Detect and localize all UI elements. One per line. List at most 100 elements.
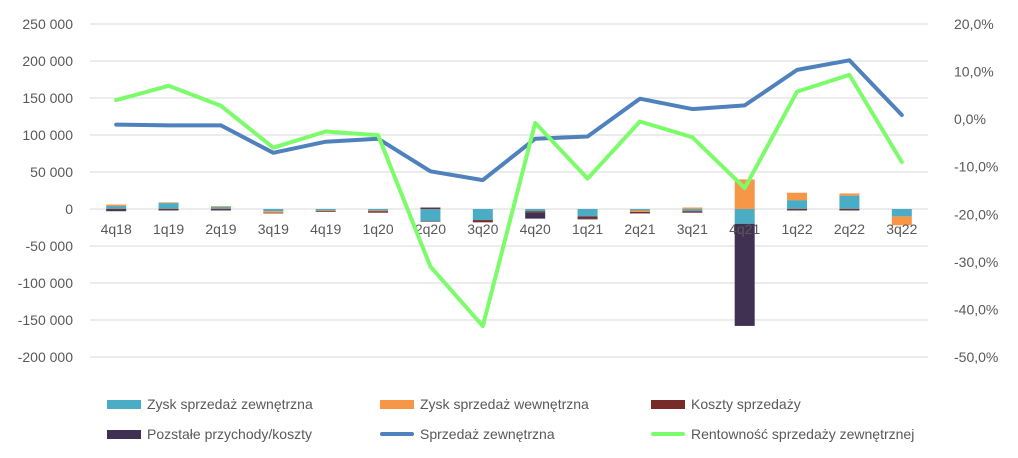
legend-label: Pozstałe przychody/koszty: [147, 426, 312, 442]
x-tick-label: 2q20: [415, 221, 446, 237]
bar-segment: [525, 212, 546, 219]
bar-segment: [158, 203, 179, 209]
x-tick-label: 4q21: [729, 221, 760, 237]
bar-segment: [210, 206, 231, 209]
bar-segment: [682, 209, 703, 212]
bar-segment: [682, 211, 703, 213]
series-line: [114, 72, 904, 329]
legend-label: Rentowność sprzedaży zewnętrznej: [691, 426, 915, 442]
x-tick-label: 2q19: [205, 221, 236, 237]
bar-segment: [263, 211, 284, 213]
legend-item: Zysk sprzedaż zewnętrzna: [107, 394, 313, 414]
bar-segment: [368, 210, 389, 212]
bar-segment: [263, 212, 284, 214]
bar-segment: [629, 211, 650, 214]
legend-item: Zysk sprzedaż wewnętrzna: [380, 394, 589, 414]
y-tick-label: -150 000: [18, 312, 73, 328]
bar-segment: [734, 223, 755, 326]
bar-segment: [106, 210, 127, 212]
chart-plot: -200 000 -150 000 -100 000 -50 000 0 50 000 10…: [18, 16, 999, 365]
bar-segment: [577, 209, 598, 217]
bar-segment: [315, 210, 336, 212]
bar-segment: [629, 209, 650, 211]
x-tick-label: 1q20: [362, 221, 393, 237]
x-tick-label: 3q22: [886, 221, 917, 237]
legend-label: Zysk sprzedaż zewnętrzna: [147, 396, 313, 412]
bar-segment: [420, 220, 441, 222]
x-tick-label: 2q21: [624, 221, 655, 237]
bar-segment: [891, 209, 912, 217]
bar-segment: [787, 192, 808, 201]
x-tick-label: 4q20: [520, 221, 551, 237]
bar-segment: [158, 209, 179, 211]
bar-segment: [472, 209, 493, 221]
legend-swatch: [380, 399, 414, 409]
bar-segment: [577, 216, 598, 219]
x-tick-label: 2q22: [834, 221, 865, 237]
bar-segment: [577, 218, 598, 220]
legend-label: Zysk sprzedaż wewnętrzna: [420, 396, 589, 412]
bar-segment: [787, 209, 808, 211]
x-tick-label: 4q19: [310, 221, 341, 237]
bar-segment: [839, 209, 860, 211]
legend-swatch: [651, 399, 685, 409]
x-tick-label: 3q21: [677, 221, 708, 237]
x-tick-label: 1q22: [781, 221, 812, 237]
y2-tick-label: -40,0%: [954, 301, 998, 317]
legend-item: Koszty sprzedaży: [651, 394, 801, 414]
y2-tick-label: 0,0%: [954, 111, 986, 127]
bar-segment: [263, 209, 284, 212]
legend-swatch: [380, 432, 414, 436]
bar-segment: [420, 207, 441, 209]
y2-tick-label: 10,0%: [954, 64, 994, 80]
legend-item: Sprzedaż zewnętrzna: [380, 424, 555, 444]
bar-segment: [210, 206, 231, 207]
y-tick-label: 150 000: [22, 90, 73, 106]
bar-segment: [839, 193, 860, 196]
y-tick-label: -200 000: [18, 349, 73, 365]
y-tick-label: 50 000: [30, 164, 73, 180]
bar-segment: [106, 209, 127, 211]
y-tick-label: 200 000: [22, 53, 73, 69]
y-tick-label: 250 000: [22, 16, 73, 32]
bar-segment: [629, 210, 650, 212]
bar-segment: [734, 209, 755, 224]
bar-segment: [787, 200, 808, 209]
y-tick-label: 100 000: [22, 127, 73, 143]
legend-item: Rentowność sprzedaży zewnętrznej: [651, 424, 914, 444]
x-tick-label: 1q19: [153, 221, 184, 237]
bar-segment: [368, 209, 389, 211]
legend-swatch: [107, 429, 141, 439]
bar-segment: [525, 211, 546, 213]
legend-label: Koszty sprzedaży: [691, 396, 801, 412]
legend-swatch: [651, 432, 685, 436]
chart-legend: Zysk sprzedaż zewnętrzna Zysk sprzedaż we…: [0, 388, 1018, 458]
y-tick-label: 0: [65, 201, 73, 217]
y-tick-label: -100 000: [18, 275, 73, 291]
bar-segment: [106, 204, 127, 207]
x-tick-label: 1q21: [572, 221, 603, 237]
bar-segment: [891, 216, 912, 226]
series-line: [114, 58, 904, 183]
bar-segment: [839, 195, 860, 209]
legend-swatch: [107, 399, 141, 409]
y2-tick-label: -50,0%: [954, 349, 998, 365]
y2-tick-label: -10,0%: [954, 159, 998, 175]
x-tick-label: 3q19: [258, 221, 289, 237]
x-tick-label: 3q20: [467, 221, 498, 237]
bar-segment: [682, 207, 703, 209]
bar-segment: [368, 211, 389, 213]
bar-segment: [210, 209, 231, 211]
bar-segment: [472, 220, 493, 223]
y2-tick-label: 20,0%: [954, 16, 994, 32]
bar-segment: [420, 209, 441, 221]
bar-segment: [315, 209, 336, 211]
y-tick-label: -50 000: [26, 238, 74, 254]
bar-segment: [734, 179, 755, 209]
legend-label: Sprzedaż zewnętrzna: [420, 426, 555, 442]
legend-item: Pozstałe przychody/koszty: [107, 424, 312, 444]
y2-tick-label: -30,0%: [954, 254, 998, 270]
bar-segment: [525, 209, 546, 212]
bar-segment: [106, 206, 127, 209]
